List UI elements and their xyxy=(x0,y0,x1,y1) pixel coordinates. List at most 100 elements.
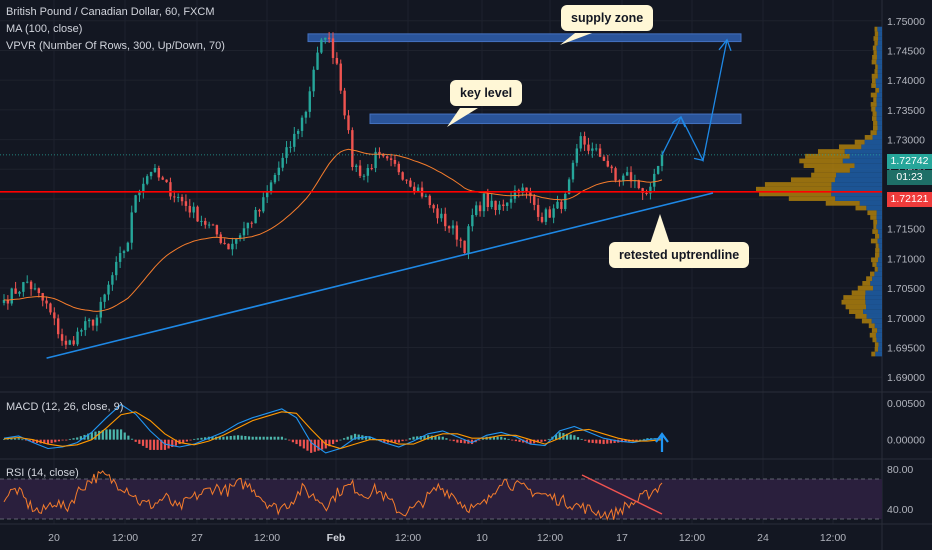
candle-body xyxy=(374,151,377,169)
price-tick-label: 1.73000 xyxy=(887,135,925,147)
supply-zone-callout[interactable]: supply zone xyxy=(561,5,654,31)
last-price-tag: 1.72742 xyxy=(887,154,932,169)
volume-profile-row-down xyxy=(870,130,877,136)
candle-body xyxy=(320,39,323,53)
macd-histogram-bar xyxy=(544,439,547,442)
macd-legend[interactable]: MACD (12, 26, close, 9) xyxy=(6,401,124,413)
volume-profile-row-up xyxy=(877,64,882,70)
rsi-tick-label: 80.00 xyxy=(887,464,913,476)
candle-body xyxy=(382,154,385,157)
candle-body xyxy=(625,172,629,176)
candle-body xyxy=(304,111,308,118)
candle-body xyxy=(68,340,71,345)
volume-profile-row-up xyxy=(844,149,882,154)
volume-profile-row-down xyxy=(874,346,879,352)
volume-profile-row-down xyxy=(864,135,873,140)
macd-histogram-bar xyxy=(423,435,426,440)
candle-body xyxy=(544,209,548,222)
volume-profile-row-down xyxy=(756,186,832,192)
macd-histogram-bar xyxy=(17,438,20,440)
macd-histogram-bar xyxy=(573,435,576,440)
volume-profile-row-down xyxy=(871,351,876,357)
volume-profile-row-up xyxy=(876,97,882,103)
volume-profile-row-down xyxy=(788,196,836,201)
macd-histogram-bar xyxy=(595,439,598,444)
macd-histogram-bar xyxy=(492,436,496,440)
key-level-callout[interactable]: key level xyxy=(450,80,523,106)
candle-body xyxy=(219,234,222,243)
macd-histogram-bar xyxy=(269,436,273,440)
volume-profile-row-down xyxy=(814,168,850,173)
volume-profile-row-up xyxy=(875,351,882,357)
macd-histogram-bar xyxy=(50,439,53,444)
candle-body xyxy=(416,187,420,192)
volume-profile-row-up xyxy=(871,318,882,324)
candle-body xyxy=(540,216,544,222)
candle-body xyxy=(548,209,551,218)
volume-profile-row-down xyxy=(875,87,879,93)
volume-profile-row-down xyxy=(849,309,864,314)
time-tick-label: 12:00 xyxy=(395,532,421,544)
candle-body xyxy=(343,90,346,116)
forecast-arrowhead-3 xyxy=(718,38,732,52)
volume-profile-row-down xyxy=(872,337,877,343)
volume-profile-row-up xyxy=(879,248,882,253)
candle-body xyxy=(498,204,501,210)
macd-histogram-bar xyxy=(127,435,130,440)
candle-body xyxy=(583,136,586,145)
volume-profile-row-down xyxy=(872,229,878,234)
volume-profile-row-down xyxy=(764,182,832,187)
candle-body xyxy=(211,224,215,226)
candle-body xyxy=(602,156,606,161)
macd-histogram-bar xyxy=(503,437,507,440)
macd-histogram-bar xyxy=(350,435,353,440)
macd-histogram-bar xyxy=(558,432,561,440)
candle-body xyxy=(254,209,257,224)
volume-profile-row-up xyxy=(872,276,882,282)
candle-body xyxy=(351,130,354,167)
candle-body xyxy=(111,275,114,285)
candle-body xyxy=(502,204,505,206)
macd-histogram-bar xyxy=(94,431,97,440)
volume-profile-row-down xyxy=(825,200,860,206)
candle-body xyxy=(200,220,203,222)
macd-histogram-bar xyxy=(167,439,170,449)
macd-histogram-bar xyxy=(459,439,463,443)
rsi-tick-label: 40.00 xyxy=(887,504,913,516)
countdown-tag: 01:23 xyxy=(887,170,932,185)
rsi-legend[interactable]: RSI (14, close) xyxy=(6,467,79,479)
macd-histogram-bar xyxy=(496,436,499,440)
macd-histogram-bar xyxy=(580,438,583,440)
volume-profile-row-down xyxy=(867,210,877,216)
candle-body xyxy=(529,192,532,197)
candle-body xyxy=(428,195,431,206)
volume-profile-row-down xyxy=(861,318,872,324)
macd-histogram-bar xyxy=(46,439,50,445)
forecast-arrowhead-2 xyxy=(693,150,706,162)
candle-body xyxy=(142,183,145,192)
volume-profile-row-up xyxy=(863,309,882,314)
vpvr-legend[interactable]: VPVR (Number Of Rows, 300, Up/Down, 70) xyxy=(6,40,225,52)
candle-body xyxy=(397,163,400,173)
price-tick-label: 1.69500 xyxy=(887,342,925,354)
volume-profile-row-up xyxy=(866,304,882,310)
volume-profile-row-up xyxy=(875,78,882,84)
volume-profile-row-down xyxy=(803,163,855,168)
macd-histogram-bar xyxy=(507,438,510,440)
time-tick-label: 12:00 xyxy=(679,532,705,544)
zones xyxy=(307,33,742,125)
macd-histogram-bar xyxy=(328,439,331,447)
symbol-legend[interactable]: British Pound / Canadian Dollar, 60, FXC… xyxy=(6,6,215,18)
candle-body xyxy=(324,37,327,40)
candle-body xyxy=(316,52,319,70)
ma-legend[interactable]: MA (100, close) xyxy=(6,23,83,35)
candle-body xyxy=(533,196,536,205)
retested-uptrendline-callout[interactable]: retested uptrendline xyxy=(609,242,750,268)
volume-profile-row-up xyxy=(877,229,882,234)
volume-profile-row-up xyxy=(876,116,882,121)
macd-histogram-bar xyxy=(123,432,126,440)
volume-profile-row-up xyxy=(877,266,882,272)
candle-body xyxy=(56,318,60,335)
volume-profile-row-up xyxy=(879,252,882,258)
macd-histogram-bar xyxy=(445,438,448,440)
